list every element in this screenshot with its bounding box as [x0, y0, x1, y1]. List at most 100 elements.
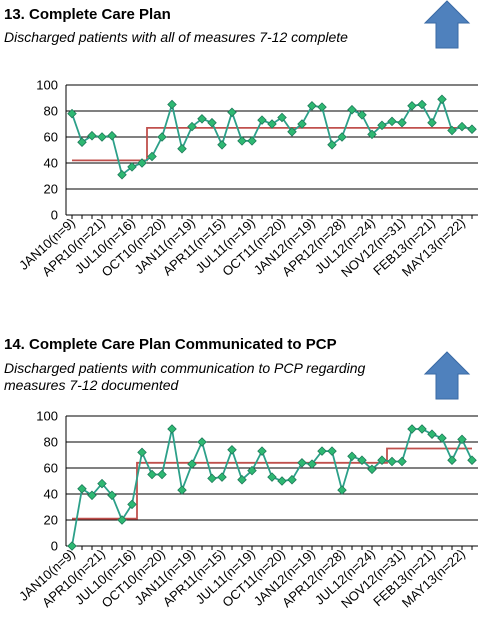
data-point — [377, 120, 387, 131]
data-point — [187, 121, 197, 132]
y-tick-label: 100 — [36, 78, 58, 93]
data-point — [107, 490, 117, 501]
data-point — [187, 459, 197, 469]
data-point — [357, 110, 367, 120]
data-point — [437, 94, 447, 105]
data-point — [67, 108, 77, 119]
data-point — [387, 456, 397, 467]
data-point — [77, 137, 87, 147]
data-point — [467, 455, 477, 465]
data-point — [417, 99, 427, 110]
data-point — [327, 446, 337, 456]
data-point — [157, 132, 167, 142]
data-point — [337, 485, 347, 495]
data-point — [447, 455, 457, 465]
data-point — [327, 140, 337, 150]
up-arrow-shape — [423, 351, 471, 400]
data-point — [457, 121, 467, 132]
data-point — [97, 478, 107, 489]
y-tick-label: 60 — [44, 461, 58, 476]
data-point — [237, 474, 247, 485]
data-point — [227, 107, 237, 118]
data-point — [317, 446, 327, 456]
data-point — [387, 116, 397, 127]
data-point — [87, 490, 97, 501]
chart-svg: 020406080100JAN10(n=9)APR10(n=21)JUL10(n… — [16, 78, 478, 280]
chart-subtitle: Discharged patients with communication t… — [4, 360, 365, 394]
data-point — [267, 119, 277, 129]
y-tick-label: 60 — [44, 130, 58, 145]
data-point — [367, 464, 377, 475]
data-point — [307, 459, 317, 469]
data-point — [217, 140, 227, 150]
data-point — [167, 424, 177, 434]
data-point — [207, 473, 217, 484]
chart-title: 14. Complete Care Plan Communicated to P… — [4, 336, 337, 353]
y-tick-label: 0 — [51, 539, 58, 554]
data-point — [367, 129, 377, 140]
data-point — [207, 117, 217, 128]
data-point — [257, 115, 267, 125]
data-point — [137, 447, 147, 458]
chart-subtitle-line-1: Discharged patients with communication t… — [4, 360, 366, 376]
data-point — [127, 499, 137, 510]
data-point — [167, 99, 177, 110]
up-arrow-shape — [423, 0, 471, 49]
data-point — [417, 424, 427, 434]
data-point — [407, 101, 417, 111]
data-point — [147, 469, 157, 480]
data-point — [287, 127, 297, 137]
chart-subtitle-line-2: measures 7-12 documented — [4, 377, 179, 393]
data-point — [157, 469, 167, 480]
data-point — [307, 101, 317, 111]
up-arrow-icon — [423, 0, 471, 49]
data-point — [107, 130, 117, 141]
data-point — [377, 455, 387, 465]
data-point — [97, 132, 107, 142]
data-point — [317, 102, 327, 112]
data-point — [117, 169, 127, 180]
data-point — [247, 465, 257, 476]
chart-panel-13: 13. Complete Care Plan Discharged patien… — [0, 0, 487, 310]
y-tick-label: 80 — [44, 435, 58, 450]
data-point — [77, 484, 87, 494]
data-point — [117, 515, 127, 525]
data-point — [297, 458, 307, 468]
data-point — [297, 119, 307, 129]
data-point — [127, 162, 137, 172]
median-line — [72, 447, 472, 520]
data-point — [227, 445, 237, 455]
data-point — [447, 125, 457, 136]
median-line — [72, 127, 472, 162]
data-point — [437, 433, 447, 443]
y-tick-label: 40 — [44, 487, 58, 502]
data-point — [407, 424, 417, 434]
data-point — [277, 476, 287, 486]
data-point — [217, 472, 227, 482]
data-point — [347, 104, 357, 115]
data-point — [247, 136, 257, 146]
data-point — [177, 143, 187, 154]
data-point — [287, 474, 297, 485]
data-point — [197, 114, 207, 124]
data-point — [427, 429, 437, 439]
data-point — [397, 117, 407, 128]
chart-subtitle: Discharged patients with all of measures… — [4, 29, 348, 45]
data-point — [257, 446, 267, 456]
y-tick-label: 40 — [44, 156, 58, 171]
data-point — [267, 472, 277, 482]
data-point — [237, 136, 247, 146]
data-point — [137, 158, 147, 168]
y-tick-label: 0 — [51, 208, 58, 223]
data-point — [457, 434, 467, 445]
data-point — [397, 456, 407, 467]
y-tick-label: 80 — [44, 104, 58, 119]
data-point — [67, 541, 77, 551]
data-point — [357, 455, 367, 465]
data-point — [147, 151, 157, 162]
chart-title: 13. Complete Care Plan — [4, 6, 171, 23]
data-point — [177, 485, 187, 495]
